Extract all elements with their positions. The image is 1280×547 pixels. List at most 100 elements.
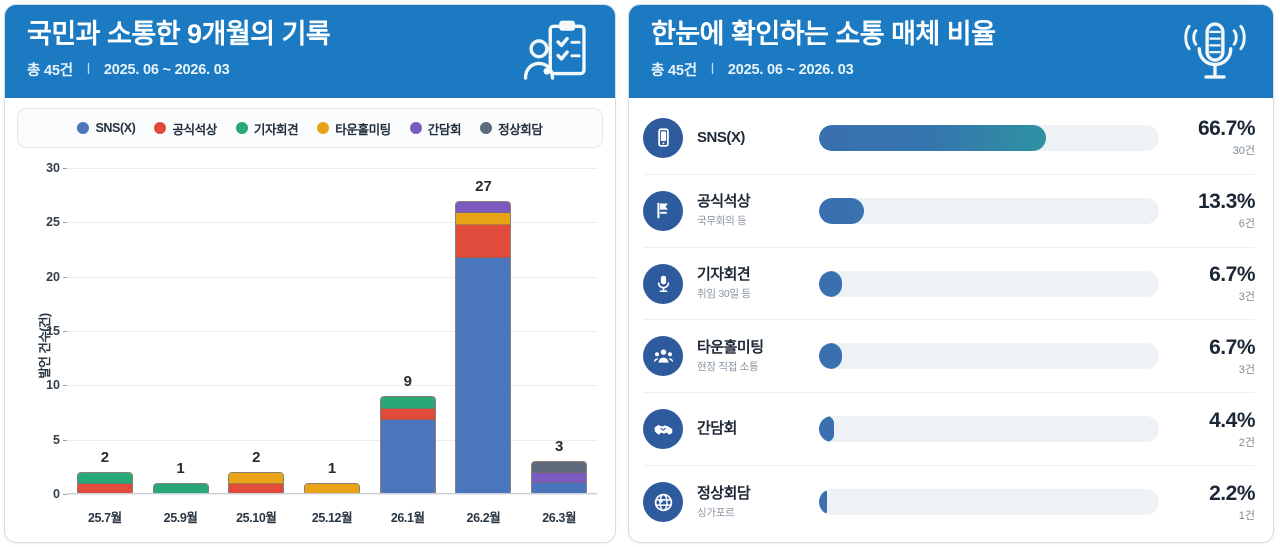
- row-name: 간담회: [697, 420, 737, 438]
- media-ratio-row[interactable]: 기자회견 취임 30일 등 6.7% 3건: [643, 248, 1256, 321]
- left-card-title: 국민과 소통한 9개월의 기록: [27, 19, 331, 49]
- progress-fill: [819, 197, 865, 224]
- chart-legend: SNS(X) 공식석상 기자회견 타운홀미팅 간담회 정상회담: [17, 108, 603, 148]
- legend-item-press[interactable]: 기자회견: [235, 119, 299, 138]
- progress-track[interactable]: [819, 416, 1159, 443]
- bar-segment[interactable]: [380, 420, 435, 493]
- legend-item-roundtable[interactable]: 간담회: [409, 119, 462, 138]
- row-percent: 4.4%: [1209, 408, 1255, 432]
- row-icon-badge: [643, 190, 683, 231]
- row-percent: 6.7%: [1209, 263, 1255, 287]
- progress-fill: [819, 489, 828, 516]
- y-axis-tick: 30: [46, 161, 67, 175]
- legend-label-official: 공식석상: [172, 122, 217, 137]
- x-axis-tick: 26.3월: [542, 511, 577, 525]
- left-subtitle-separator: l: [86, 61, 90, 78]
- legend-swatch-press: [235, 122, 248, 134]
- row-count: 30건: [1232, 145, 1255, 158]
- y-axis-tick: 0: [53, 487, 67, 501]
- x-axis-tick: 25.10월: [236, 511, 277, 525]
- x-axis-tick: 26.2월: [466, 511, 501, 525]
- row-note: 싱가포르: [697, 506, 735, 519]
- progress-fill: [819, 343, 842, 370]
- row-value-block: 4.4% 2건: [1173, 409, 1255, 450]
- stacked-bar[interactable]: [379, 396, 436, 494]
- media-ratio-row[interactable]: 공식석상 국무회의 등 13.3% 6건: [643, 175, 1256, 248]
- progress-track[interactable]: [819, 270, 1159, 297]
- stacked-bar[interactable]: [76, 472, 133, 494]
- bar-column[interactable]: 3: [521, 168, 597, 494]
- media-ratio-row[interactable]: SNS(X) 66.7% 30건: [643, 102, 1256, 175]
- legend-item-sns[interactable]: SNS(X): [77, 121, 136, 135]
- bar-column[interactable]: 1: [294, 168, 370, 494]
- legend-swatch-roundtable: [409, 122, 422, 134]
- bar-segment[interactable]: [77, 483, 132, 493]
- mobile-phone-icon: [657, 128, 669, 148]
- right-subtitle-separator: l: [710, 61, 714, 78]
- bar-segment[interactable]: [456, 201, 511, 214]
- legend-item-townhall[interactable]: 타운홀미팅: [317, 119, 391, 138]
- row-value-block: 66.7% 30건: [1173, 117, 1256, 158]
- media-ratio-row[interactable]: 타운홀미팅 현장 직접 소통 6.7% 3건: [643, 320, 1256, 394]
- row-percent: 2.2%: [1209, 481, 1255, 505]
- left-total-count: 총 45건: [27, 63, 73, 80]
- row-label-block: 정상회담 싱가포르: [697, 485, 805, 520]
- row-note: 현장 직접 소통: [697, 360, 759, 373]
- bar-segment[interactable]: [229, 473, 284, 484]
- bar-total-label: 2: [252, 449, 261, 467]
- bar-group: 2 1 2 1 9 27 3: [67, 168, 597, 494]
- row-count: 1건: [1238, 509, 1255, 522]
- stacked-bar[interactable]: [531, 461, 588, 494]
- media-ratio-row[interactable]: 간담회 4.4% 2건: [643, 393, 1256, 467]
- monthly-record-card: 국민과 소통한 9개월의 기록 총 45건 l 2025. 06 ~ 2026.…: [4, 4, 616, 543]
- bar-segment[interactable]: [153, 484, 208, 493]
- bar-segment[interactable]: [380, 408, 435, 421]
- gridline: [67, 168, 597, 169]
- gridline: [67, 222, 597, 224]
- bar-segment[interactable]: [532, 462, 587, 473]
- media-ratio-row[interactable]: 정상회담 싱가포르 2.2% 1건: [643, 466, 1256, 538]
- bar-segment[interactable]: [456, 213, 511, 225]
- y-axis-tick: 15: [46, 324, 67, 338]
- row-percent: 66.7%: [1197, 117, 1256, 141]
- bar-segment[interactable]: [532, 472, 587, 484]
- legend-swatch-summit: [480, 122, 493, 134]
- progress-track[interactable]: [819, 124, 1159, 151]
- row-name: SNS(X): [697, 128, 745, 146]
- stacked-bar[interactable]: [228, 472, 285, 494]
- bar-column[interactable]: 9: [370, 168, 446, 494]
- bar-column[interactable]: 27: [446, 168, 522, 494]
- bar-segment[interactable]: [380, 397, 435, 409]
- y-axis-tick: 5: [53, 432, 67, 447]
- globe-icon: [654, 493, 672, 511]
- plot-area: 0 5 10 15 20 25 30 2 1 2 1 9 27 3: [46, 161, 597, 501]
- media-ratio-card: 한눈에 확인하는 소통 매체 비율 총 45건 l 2025. 06 ~ 202…: [628, 4, 1274, 543]
- bar-segment[interactable]: [305, 484, 360, 493]
- right-card-subtitle: 총 45건 l 2025. 06 ~ 2026. 03: [651, 59, 1253, 80]
- microphone-icon: [1184, 22, 1246, 79]
- right-card-header: 한눈에 확인하는 소통 매체 비율 총 45건 l 2025. 06 ~ 202…: [629, 5, 1273, 98]
- bar-segment[interactable]: [77, 473, 132, 484]
- progress-track[interactable]: [819, 197, 1159, 224]
- legend-label-roundtable: 간담회: [427, 122, 462, 137]
- stacked-bar[interactable]: [455, 200, 512, 494]
- gridline: [67, 494, 597, 495]
- progress-track[interactable]: [819, 489, 1159, 516]
- legend-item-summit[interactable]: 정상회담: [480, 119, 543, 138]
- left-card-subtitle: 총 45건 l 2025. 06 ~ 2026. 03: [27, 59, 595, 80]
- row-value-block: 6.7% 3건: [1173, 263, 1255, 304]
- bar-column[interactable]: 2: [67, 168, 143, 494]
- bar-segment[interactable]: [456, 224, 511, 259]
- bar-segment[interactable]: [532, 483, 587, 493]
- progress-track[interactable]: [819, 343, 1159, 370]
- bar-segment[interactable]: [229, 483, 284, 493]
- bar-column[interactable]: 1: [143, 168, 219, 494]
- legend-swatch-sns: [77, 122, 90, 134]
- row-label-block: 간담회: [697, 420, 805, 438]
- bar-column[interactable]: 2: [218, 168, 294, 494]
- x-axis-labels: 25.7월 25.9월 25.10월 25.12월 26.1월 26.2월 26.3월: [67, 507, 597, 526]
- legend-item-official[interactable]: 공식석상: [154, 119, 217, 138]
- bar-segment[interactable]: [456, 258, 511, 493]
